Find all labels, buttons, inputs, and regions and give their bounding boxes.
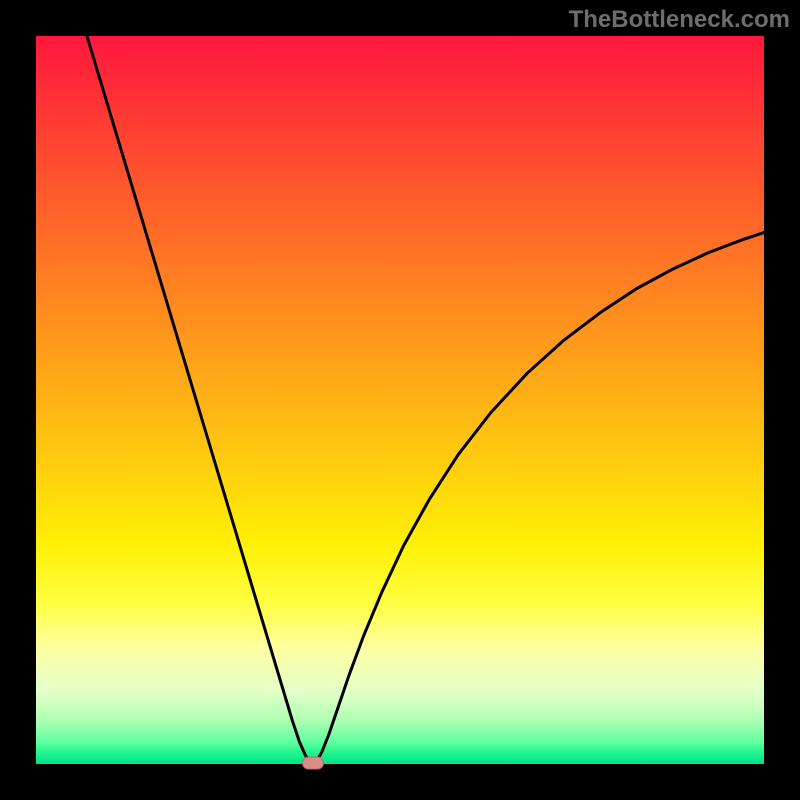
watermark-text: TheBottleneck.com <box>569 6 790 34</box>
min-marker-shape <box>302 757 323 769</box>
curve-layer <box>36 36 764 764</box>
plot-area <box>36 36 764 764</box>
figure: TheBottleneck.com <box>0 0 800 800</box>
min-marker <box>302 756 324 769</box>
bottleneck-curve <box>87 36 764 763</box>
